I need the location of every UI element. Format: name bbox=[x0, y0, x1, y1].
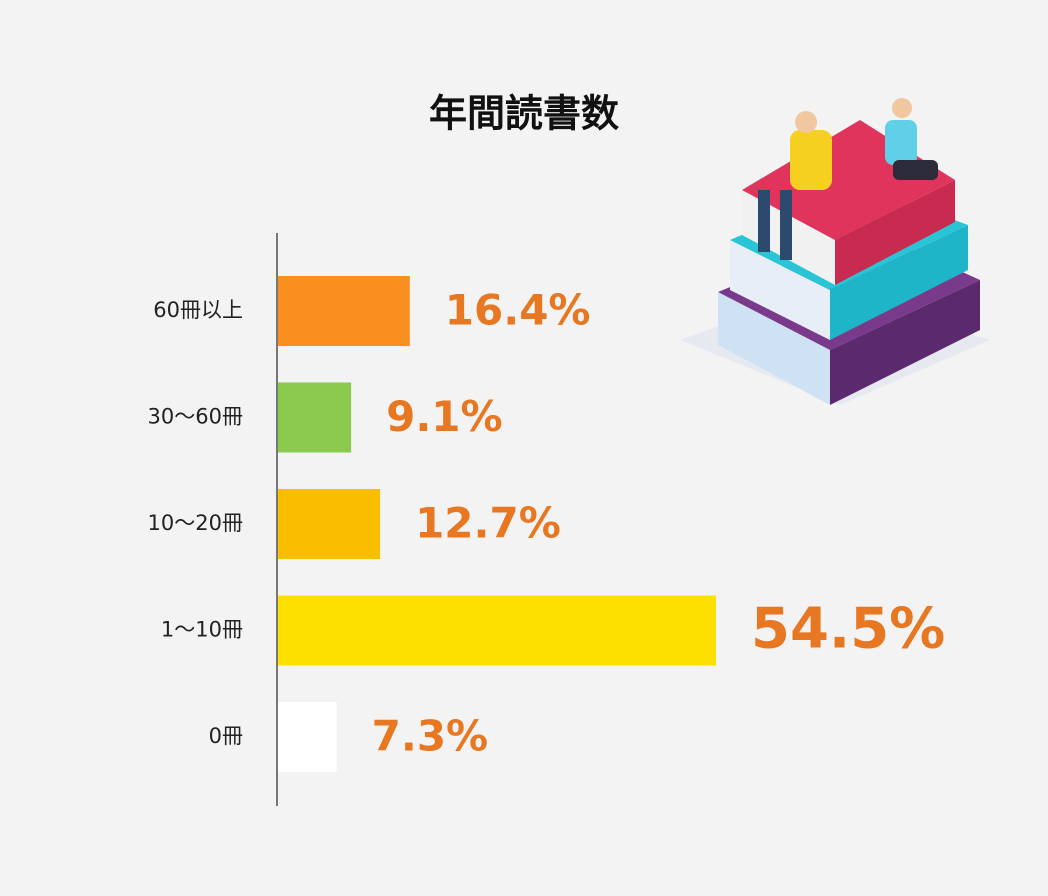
category-label: 10〜20冊 bbox=[148, 511, 243, 535]
chart-title: 年間読書数 bbox=[429, 92, 619, 136]
category-label: 30〜60冊 bbox=[148, 405, 243, 429]
category-label: 0冊 bbox=[209, 724, 243, 748]
bar bbox=[278, 489, 381, 559]
bar bbox=[278, 276, 410, 346]
value-label: 16.4% bbox=[445, 286, 591, 335]
illustration bbox=[680, 98, 990, 405]
value-label: 54.5% bbox=[751, 597, 945, 662]
value-label: 9.1% bbox=[386, 392, 502, 441]
value-label: 12.7% bbox=[415, 499, 561, 548]
category-label: 60冊以上 bbox=[153, 298, 243, 322]
category-label: 1〜10冊 bbox=[161, 618, 243, 642]
value-label: 7.3% bbox=[372, 712, 488, 761]
bar bbox=[278, 595, 716, 666]
bar bbox=[278, 702, 337, 772]
bar bbox=[278, 382, 352, 453]
